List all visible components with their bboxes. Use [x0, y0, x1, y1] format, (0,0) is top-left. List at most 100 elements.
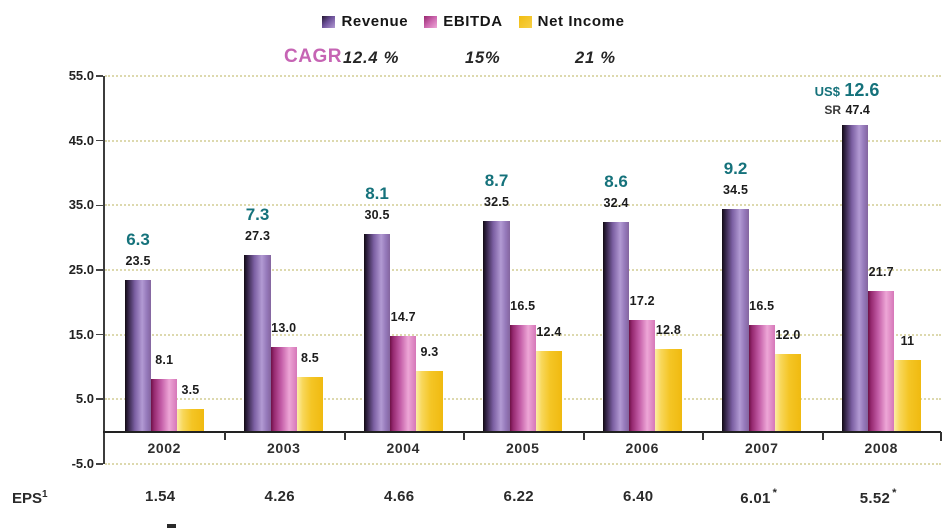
x-axis-label-2005: 2005: [505, 440, 540, 456]
x-axis-tick: [940, 431, 942, 441]
cagr-value-revenue: 12.4 %: [343, 49, 400, 67]
ebitda-value-label-2005: 16.5: [510, 298, 536, 313]
y-axis-tick: [96, 269, 103, 271]
ebitda-bar-2007: [748, 324, 775, 432]
eps-row-label: EPS1: [12, 489, 48, 507]
net-income-value-label-2005: 12.4: [536, 325, 562, 340]
ebitda-bar-2006: [629, 320, 656, 432]
revenue-bar-2002: [124, 279, 152, 432]
eps-value-2006: 6.40: [623, 488, 654, 505]
gridline--5.0: [104, 462, 941, 465]
x-axis-tick: [702, 431, 704, 440]
eps-value-2002: 1.54: [145, 488, 176, 505]
x-axis-tick: [343, 431, 346, 440]
x-axis-baseline: [103, 430, 941, 433]
gridline-35.0: [104, 204, 941, 207]
x-axis-label-2003: 2003: [266, 440, 301, 456]
gridline-25.0: [104, 268, 941, 271]
revenue-value-label-2004: 30.5: [364, 208, 390, 223]
revenue-bar-2005: [483, 221, 510, 432]
x-axis-label-2002: 2002: [147, 440, 182, 456]
ebitda-swatch-icon: [424, 15, 438, 28]
revenue-swatch-icon: [322, 15, 336, 28]
y-axis-label--5.0: -5.0: [71, 455, 94, 471]
y-axis-label-25.0: 25.0: [68, 261, 94, 277]
revenue-value-label-2003: 27.3: [244, 229, 271, 244]
x-axis-tick: [224, 431, 226, 440]
y-axis-label-35.0: 35.0: [68, 197, 94, 213]
net-income-bar-2008: [894, 360, 921, 432]
revenue-bar-2007: [722, 208, 749, 432]
ebitda-bar-2002: [151, 379, 178, 432]
net-income-bar-2003: [296, 376, 324, 432]
legend-label-revenue: Revenue: [341, 13, 409, 30]
legend-item-ebitda: EBITDA: [424, 13, 502, 30]
eps-asterisk: *: [892, 487, 897, 499]
cagr-value-ebitda: 15%: [465, 49, 501, 67]
sr-prefix: SR: [824, 102, 841, 117]
y-axis-label-15.0: 15.0: [68, 326, 94, 342]
eps-value-2005: 6.22: [503, 488, 534, 505]
x-axis-label-2004: 2004: [386, 440, 421, 456]
ebitda-value-label-2002: 8.1: [155, 353, 174, 368]
net-income-value-label-2008: 11: [900, 334, 915, 349]
revenue-value-label-2002: 23.5: [125, 253, 151, 268]
footnote-stub: [167, 524, 176, 528]
cagr-label: CAGR: [284, 46, 342, 67]
y-axis-tick: [96, 139, 103, 142]
eps-text: EPS: [12, 490, 43, 507]
revenue-usd-label-2003: 7.3: [245, 205, 270, 225]
net-income-bar-2005: [535, 351, 563, 432]
revenue-value-label-2006: 32.4: [603, 196, 629, 211]
y-axis-line: [103, 76, 105, 464]
x-axis-label-2006: 2006: [625, 440, 660, 456]
revenue-bar-2006: [602, 222, 630, 432]
x-axis-tick: [463, 431, 465, 440]
ebitda-value-label-2008: 21.7: [868, 265, 894, 280]
usd-line: US$ 12.6: [787, 80, 907, 101]
revenue-usd-label-2005: 8.7: [484, 171, 509, 191]
net-income-bar-2002: [177, 408, 204, 432]
y-axis-tick: [96, 333, 103, 336]
x-axis-tick: [582, 431, 585, 440]
gridline-45.0: [104, 139, 941, 142]
legend-item-net-income: Net Income: [518, 13, 625, 30]
net-income-value-label-2002: 3.5: [181, 382, 200, 397]
revenue-value-label-2007: 34.5: [722, 182, 749, 197]
ebitda-value-label-2004: 14.7: [390, 310, 416, 325]
revenue-usd-sr-label-2008: US$ 12.6 SR 47.4: [787, 80, 907, 119]
net-income-value-label-2006: 12.8: [655, 322, 681, 337]
net-income-bar-2006: [655, 348, 682, 432]
ebitda-bar-2004: [390, 336, 417, 432]
sr-line: SR 47.4: [787, 101, 907, 119]
cagr-value-net-income: 21 %: [575, 49, 616, 67]
y-axis-tick: [96, 463, 103, 465]
ebitda-value-label-2007: 16.5: [749, 298, 775, 313]
y-axis-label-45.0: 45.0: [68, 132, 94, 148]
eps-footnote-marker: 1: [42, 489, 48, 500]
y-axis-tick: [96, 204, 103, 207]
eps-value-2008: 5.52 *: [859, 487, 897, 507]
eps-asterisk: *: [772, 487, 778, 499]
ebitda-bar-2005: [509, 324, 536, 432]
legend-item-revenue: Revenue: [322, 13, 408, 30]
usd-value: 12.6: [844, 80, 880, 101]
x-axis-label-2007: 2007: [744, 440, 779, 456]
usd-prefix: US$: [814, 84, 840, 100]
ebitda-bar-2008: [868, 291, 895, 432]
x-axis-label-2008: 2008: [864, 440, 899, 456]
legend-label-ebitda: EBITDA: [443, 13, 503, 30]
net-income-bar-2007: [774, 353, 802, 432]
revenue-usd-label-2007: 9.2: [723, 158, 748, 178]
eps-value-2004: 4.66: [384, 488, 415, 505]
net-income-value-label-2003: 8.5: [300, 350, 319, 365]
chart-legend: Revenue EBITDA Net Income: [0, 13, 947, 30]
ebitda-bar-2003: [270, 347, 297, 432]
revenue-bar-2004: [363, 234, 391, 432]
y-axis-label-5.0: 5.0: [75, 391, 94, 407]
y-axis-label-55.0: 55.0: [68, 68, 94, 83]
revenue-usd-label-2004: 8.1: [365, 184, 389, 204]
gridline-55.0: [104, 75, 941, 77]
net-income-swatch-icon: [518, 15, 532, 28]
net-income-value-label-2004: 9.3: [420, 345, 439, 360]
